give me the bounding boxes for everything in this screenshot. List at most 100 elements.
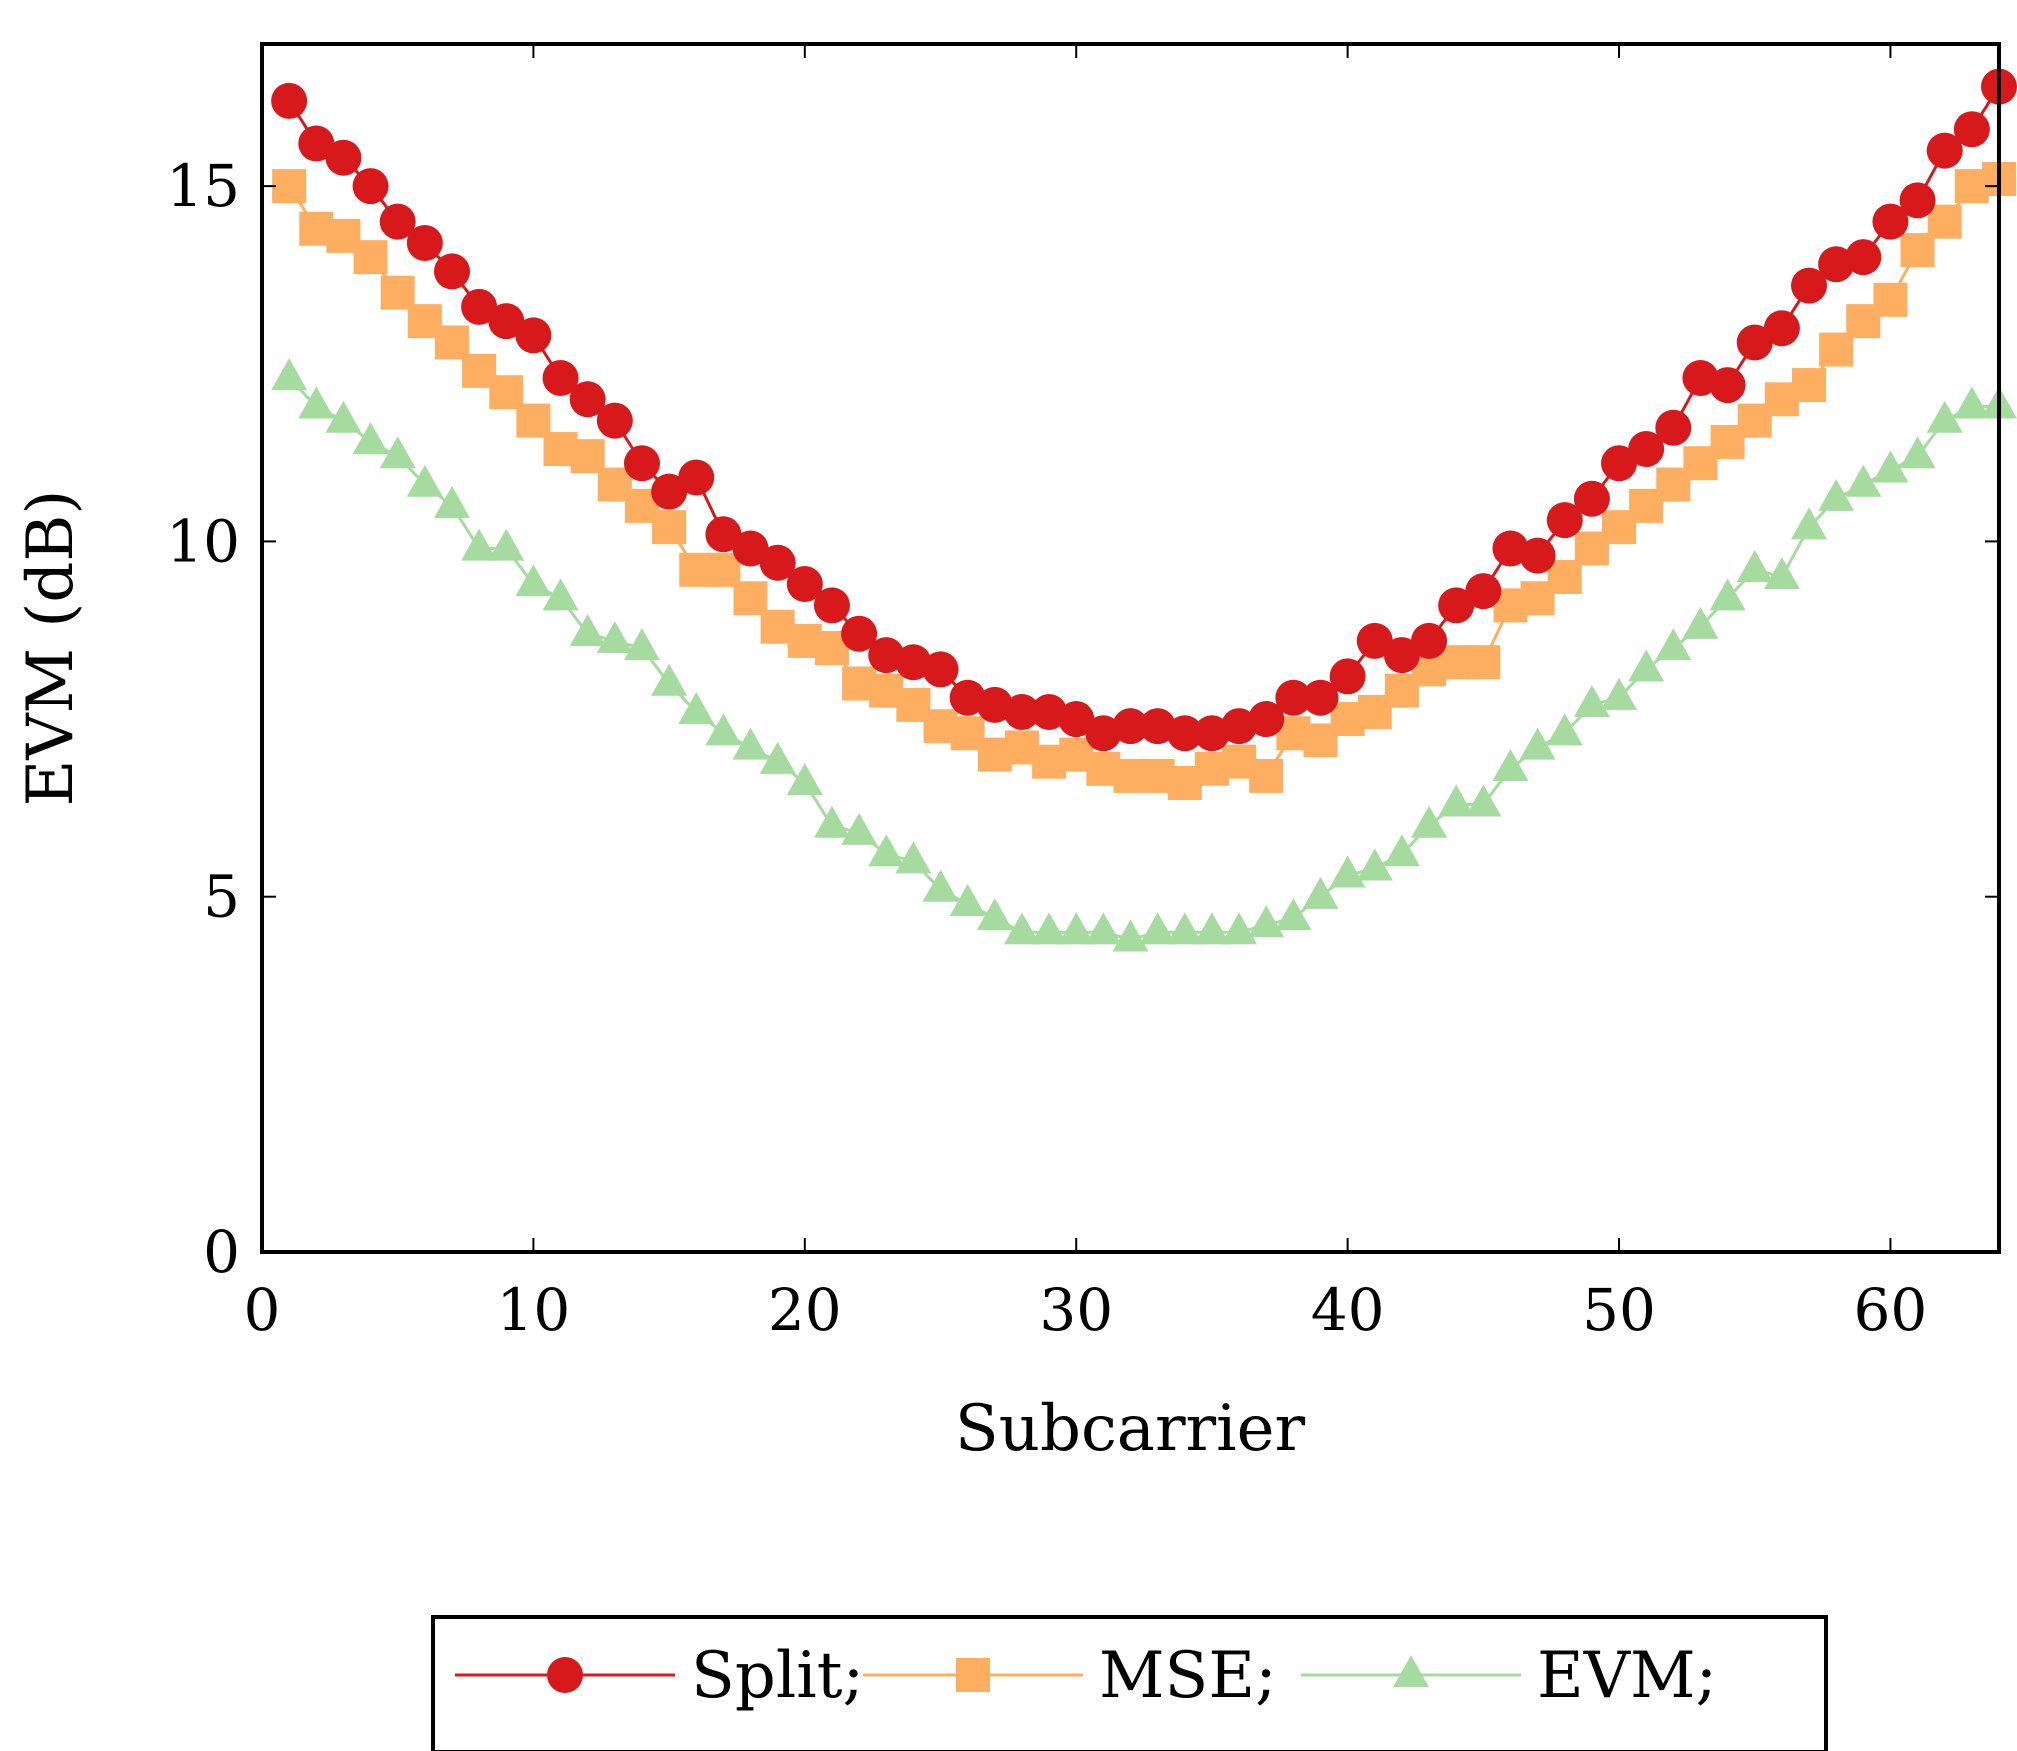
data-point-evm — [1275, 898, 1312, 931]
data-point-split — [569, 381, 606, 418]
data-point-evm — [786, 763, 823, 796]
data-point-mse — [489, 375, 524, 410]
data-point-mse — [1900, 233, 1935, 268]
data-point-mse — [1792, 368, 1827, 403]
data-point-evm — [1872, 450, 1909, 483]
data-point-mse — [733, 581, 768, 616]
data-point-evm — [298, 386, 335, 419]
x-tick-label: 40 — [1311, 1276, 1385, 1344]
data-point-split — [1682, 359, 1719, 396]
data-point-evm — [1356, 848, 1393, 881]
data-point-evm — [1709, 578, 1746, 611]
x-tick-label: 10 — [497, 1276, 571, 1344]
data-point-evm — [1248, 905, 1285, 938]
data-point-split — [1628, 431, 1665, 468]
data-point-evm — [813, 805, 850, 838]
data-point-evm — [868, 834, 905, 867]
data-point-evm — [1302, 876, 1339, 909]
data-point-split — [868, 637, 905, 674]
data-point-evm — [976, 898, 1013, 931]
series-line-mse — [287, 177, 2000, 785]
x-tick-label: 50 — [1582, 1276, 1656, 1344]
data-point-split — [1275, 679, 1312, 716]
data-point-evm — [1926, 400, 1963, 433]
data-point-evm — [1899, 436, 1936, 469]
legend-label-mse: MSE; — [1099, 1639, 1277, 1713]
data-point-split — [949, 679, 986, 716]
data-point-evm — [623, 628, 660, 661]
data-point-split — [379, 203, 416, 240]
x-tick-label: 0 — [244, 1276, 281, 1344]
data-point-mse — [1927, 204, 1962, 239]
data-point-split — [352, 168, 389, 205]
data-point-evm — [705, 713, 742, 746]
data-point-split — [922, 651, 959, 688]
data-point-split — [1763, 310, 1800, 347]
data-point-split — [325, 139, 362, 176]
x-axis-label: Subcarrier — [955, 1392, 1306, 1466]
data-point-evm — [841, 812, 878, 845]
data-point-split — [759, 544, 796, 581]
data-point-split — [1031, 693, 1068, 730]
data-point-evm — [1112, 919, 1149, 952]
y-axis-label: EVM (dB) — [14, 490, 88, 807]
x-tick-label: 30 — [1039, 1276, 1113, 1344]
data-point-evm — [1736, 549, 1773, 582]
data-point-split — [705, 516, 742, 553]
data-point-split — [1546, 502, 1583, 539]
data-point-split — [1221, 708, 1258, 745]
data-point-split — [596, 402, 633, 439]
data-point-split — [1736, 324, 1773, 361]
data-point-mse — [1249, 758, 1284, 793]
data-point-split — [271, 82, 308, 119]
data-point-split — [1655, 409, 1692, 446]
y-tick-label: 10 — [166, 507, 240, 575]
data-point-evm — [949, 883, 986, 916]
data-point-evm — [596, 621, 633, 654]
data-point-evm — [1628, 649, 1665, 682]
legend-box — [431, 1615, 1828, 1751]
data-point-split — [461, 288, 498, 325]
data-point-evm — [1058, 912, 1095, 945]
data-point-evm — [461, 528, 498, 561]
data-point-split — [623, 445, 660, 482]
data-point-split — [678, 459, 715, 496]
data-point-evm — [1791, 507, 1828, 540]
legend-marker-mse — [956, 1658, 990, 1692]
data-point-evm — [732, 727, 769, 760]
data-point-evm — [1519, 727, 1556, 760]
data-point-evm — [1601, 677, 1638, 710]
series-evm — [271, 358, 2017, 952]
data-point-split — [813, 587, 850, 624]
data-point-evm — [1139, 912, 1176, 945]
data-point-split — [1953, 111, 1990, 148]
data-point-split — [976, 686, 1013, 723]
data-point-mse — [272, 169, 307, 204]
data-point-evm — [325, 400, 362, 433]
data-point-evm — [1682, 606, 1719, 639]
data-point-split — [488, 303, 525, 340]
data-point-split — [542, 359, 579, 396]
series-mse — [272, 162, 2016, 801]
y-tick-label: 5 — [203, 863, 240, 931]
data-point-evm — [1953, 386, 1990, 419]
data-point-split — [433, 253, 470, 290]
data-point-evm — [678, 692, 715, 725]
data-point-evm — [1465, 784, 1502, 817]
data-point-split — [1818, 246, 1855, 283]
data-point-mse — [1547, 559, 1582, 594]
data-point-evm — [515, 564, 552, 597]
data-point-evm — [1818, 478, 1855, 511]
data-point-evm — [651, 663, 688, 696]
data-point-evm — [379, 436, 416, 469]
data-point-split — [1058, 701, 1095, 738]
data-point-mse — [570, 439, 605, 474]
data-point-evm — [1573, 685, 1610, 718]
series-layer — [271, 68, 2017, 952]
data-point-evm — [1655, 628, 1692, 661]
data-point-evm — [759, 741, 796, 774]
data-point-split — [1519, 537, 1556, 574]
data-point-split — [1003, 693, 1040, 730]
data-point-evm — [922, 869, 959, 902]
